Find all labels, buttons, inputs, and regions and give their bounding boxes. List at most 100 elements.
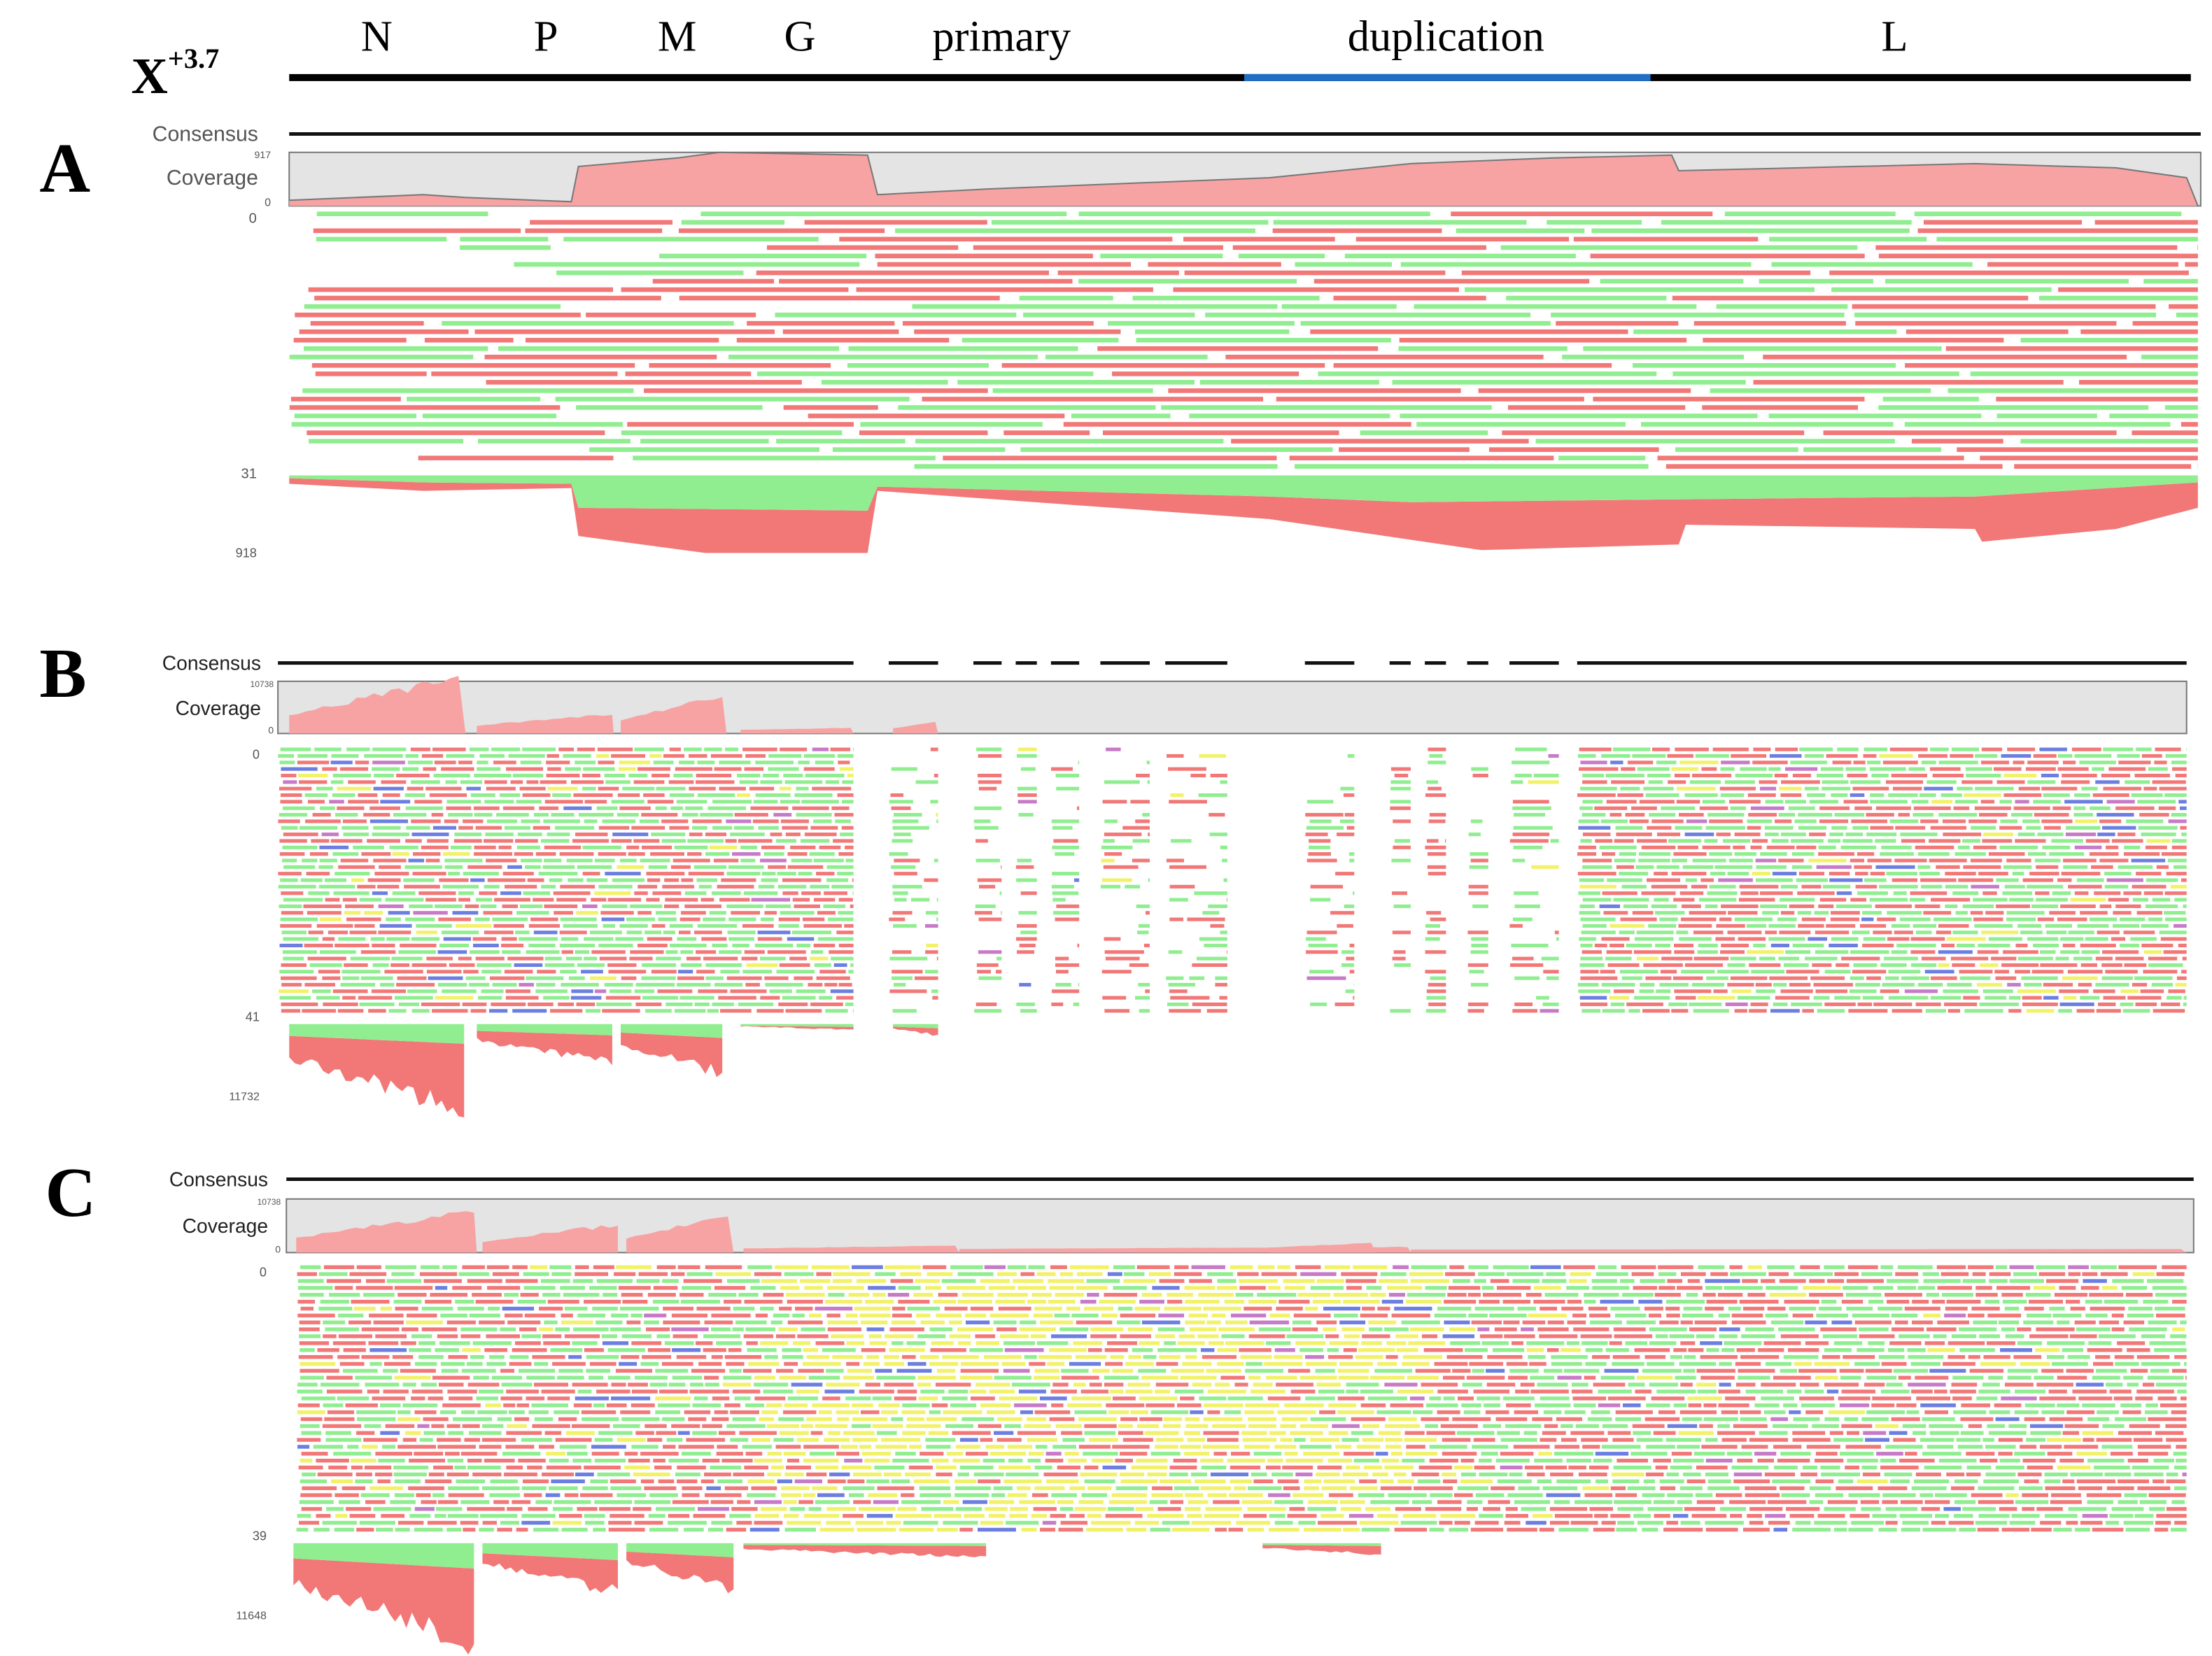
read [2100,1272,2128,1276]
read [665,1002,693,1007]
read [1970,911,1983,915]
read [1265,1465,1281,1470]
read [2148,767,2168,771]
read [1071,1313,1099,1318]
read [1514,1500,1551,1504]
read [1520,1382,1535,1387]
read [811,1265,850,1269]
read [2078,1486,2103,1490]
read [559,943,596,948]
read [339,1361,365,1366]
read [1142,813,1150,817]
read [1169,989,1188,993]
read [390,963,410,968]
read [1583,346,1942,351]
read [330,760,353,765]
reads-bottom: 41 [246,1010,260,1024]
read [1714,865,1753,869]
read [1695,1493,1713,1497]
read [1609,1341,1622,1345]
read [343,1348,366,1352]
read [2138,826,2178,830]
read [1257,1293,1297,1297]
read [1356,1445,1381,1449]
read [1126,1527,1147,1532]
read [595,989,607,993]
read [1134,1306,1160,1311]
read [1824,1002,1856,1007]
read [1805,1320,1827,1324]
read [1466,1507,1478,1511]
read [2043,793,2070,798]
read [2152,780,2186,784]
read [1890,1479,1910,1484]
read [525,228,663,234]
read [1888,793,1918,798]
read [1200,1458,1224,1463]
read [1467,1293,1481,1297]
read [1477,1396,1500,1401]
read [745,1403,764,1408]
read [2043,982,2073,987]
read [1294,1438,1306,1442]
read [803,1513,840,1518]
read [2111,937,2126,941]
read [798,872,812,876]
read [1674,943,1693,948]
read [1087,1486,1112,1490]
read [1975,753,1998,758]
read [361,1327,400,1331]
read [628,773,648,778]
read [544,904,578,908]
read [2026,1438,2046,1442]
read [642,963,677,968]
read [695,780,735,784]
read [1308,943,1338,948]
read [522,747,556,751]
read [599,956,627,961]
read [1789,904,1815,908]
read [1684,963,1724,968]
read [281,1002,318,1007]
read [502,950,521,954]
read [2155,1313,2185,1318]
read [535,1500,552,1504]
read [345,1403,379,1408]
read [1834,996,1861,1000]
read [1971,1493,2003,1497]
read [1010,1507,1028,1511]
read [1292,1493,1324,1497]
read [765,982,803,987]
read [383,1368,398,1373]
read [1870,793,1885,798]
read [1006,1472,1039,1477]
read [1201,1465,1227,1470]
read [2147,1279,2184,1283]
read [1880,1458,1896,1463]
read [1731,1313,1763,1318]
read [594,1500,632,1504]
read [1702,845,1731,849]
read [1697,1389,1717,1394]
read [431,371,618,376]
read [635,982,675,987]
read [1637,839,1667,843]
read [620,1410,651,1415]
read [1717,1424,1730,1429]
read [432,1009,468,1013]
read [847,363,989,368]
read [1593,1382,1626,1387]
read [1798,813,1833,817]
read [1333,1293,1368,1297]
read [1052,845,1080,849]
read [1911,800,1929,804]
read [307,800,325,804]
read [931,1458,949,1463]
read [1180,1396,1195,1401]
read [2017,923,2041,928]
read [1820,1327,1857,1331]
read [1063,422,1411,427]
read [2163,950,2187,954]
read [719,950,742,954]
read [1308,852,1331,856]
